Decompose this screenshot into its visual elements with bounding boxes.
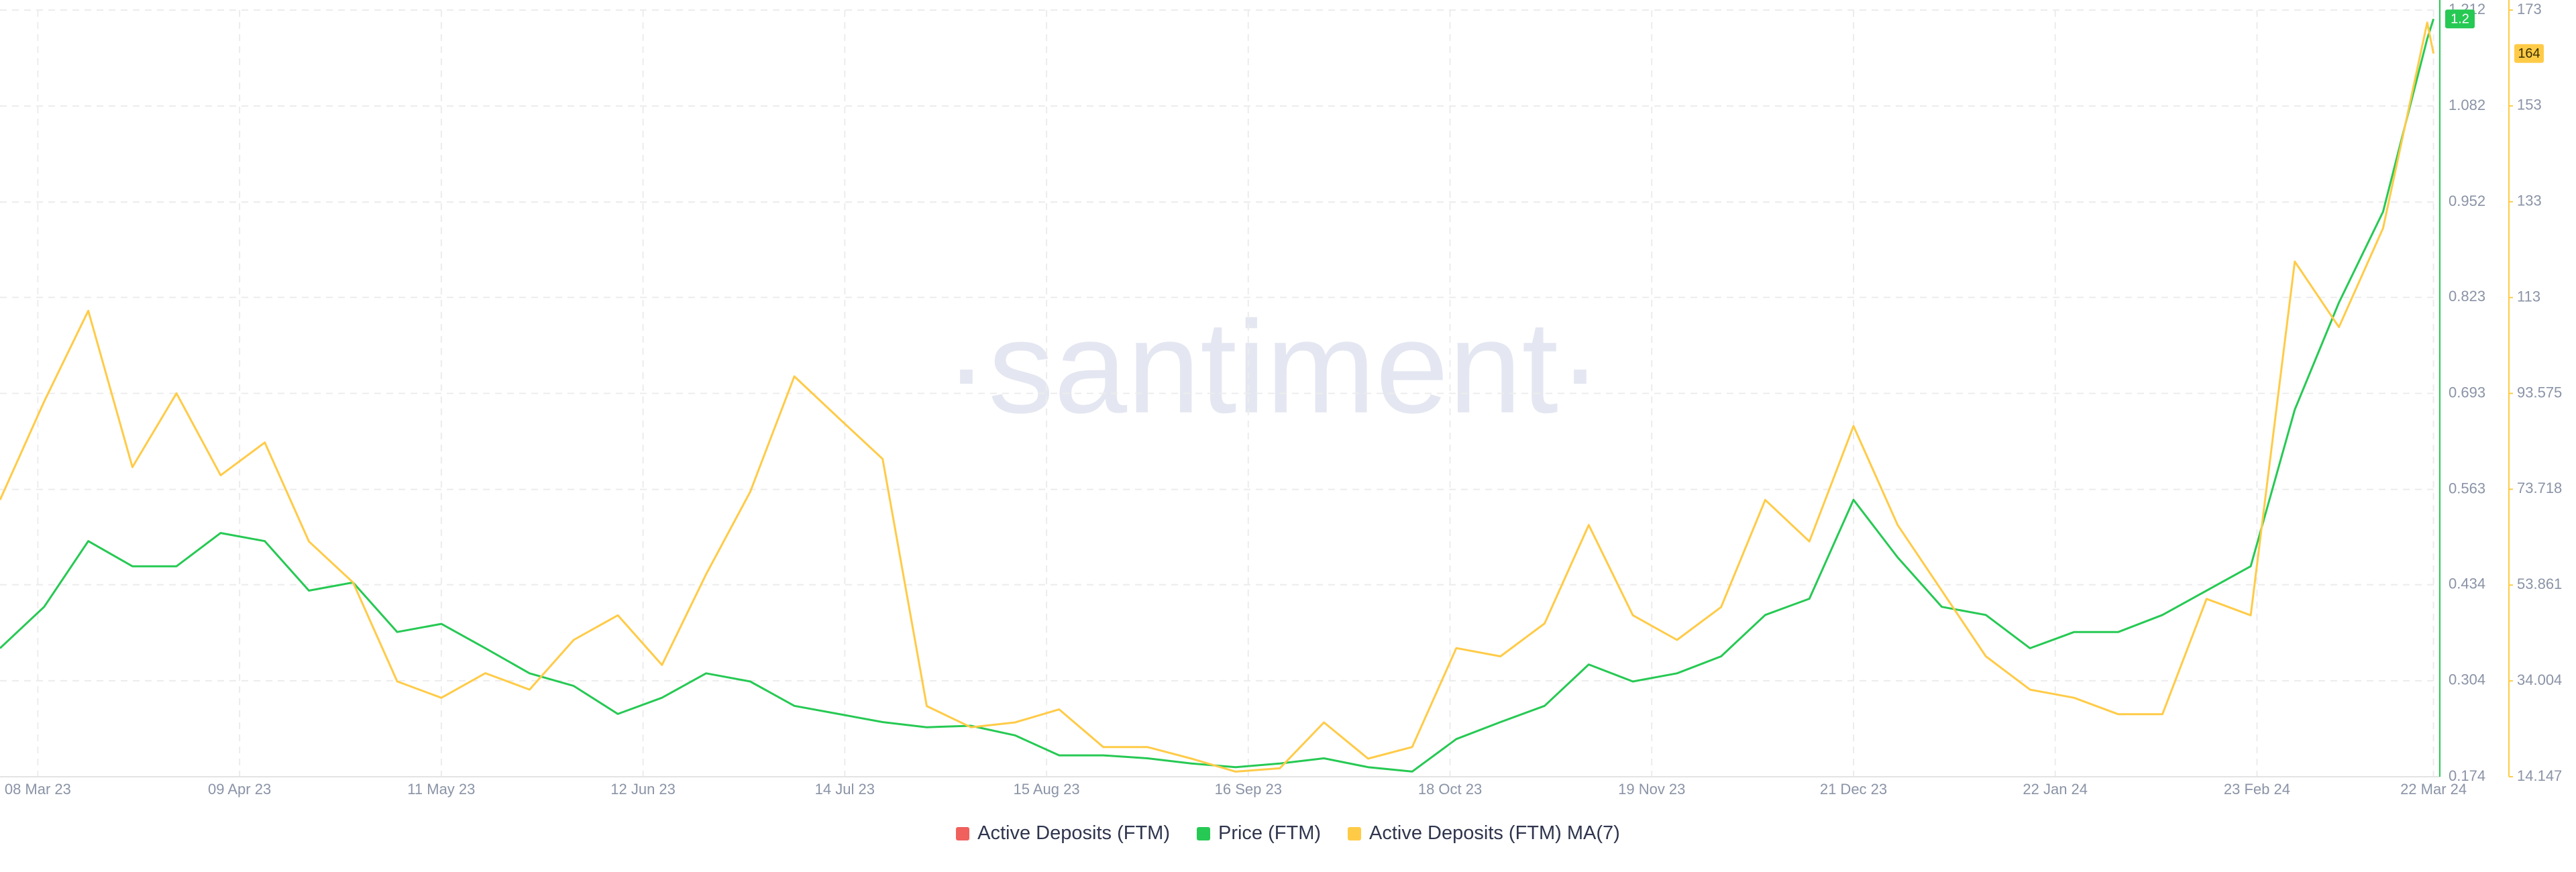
legend-swatch <box>1196 826 1210 840</box>
chart: ·santiment· 0.174 0.304 0.434 0.563 0.693 0.8… <box>0 0 2562 798</box>
legend-label: Active Deposits (FTM) <box>977 822 1170 844</box>
y-tick-label: 0.823 <box>2449 288 2485 305</box>
x-tick-label: 23 Feb 24 <box>2224 781 2290 798</box>
y-tick-label: 1.082 <box>2449 97 2485 113</box>
legend-label: Active Deposits (FTM) MA(7) <box>1369 822 1620 844</box>
legend: Active Deposits (FTM) Price (FTM) Active D… <box>0 822 2576 844</box>
x-tick-label: 12 Jun 23 <box>610 781 676 798</box>
legend-label: Price (FTM) <box>1218 822 1322 844</box>
legend-item[interactable]: Active Deposits (FTM) <box>956 822 1170 844</box>
y-tick-label: 0.304 <box>2449 671 2485 688</box>
y2-tick-label: 153 <box>2517 97 2542 113</box>
y-tick-label: 0.693 <box>2449 384 2485 400</box>
legend-swatch <box>956 826 970 840</box>
x-tick-label: 19 Nov 23 <box>1618 781 1685 798</box>
y-tick-label: 0.174 <box>2449 767 2485 784</box>
legend-item[interactable]: Active Deposits (FTM) MA(7) <box>1348 822 1620 844</box>
x-tick-label: 21 Dec 23 <box>1820 781 1887 798</box>
value-badge-label: 164 <box>2518 46 2540 61</box>
y2-tick-label: 14.147 <box>2517 767 2562 784</box>
x-tick-label: 18 Oct 23 <box>1418 781 1482 798</box>
x-tick-label: 08 Mar 23 <box>5 781 71 798</box>
y2-tick-label: 73.718 <box>2517 480 2562 496</box>
legend-swatch <box>1348 826 1362 840</box>
y2-tick-label: 53.861 <box>2517 576 2562 592</box>
x-tick-label: 09 Apr 23 <box>208 781 271 798</box>
value-badge <box>2514 44 2544 63</box>
x-tick-label: 22 Jan 24 <box>2023 781 2088 798</box>
series-line <box>0 18 2435 773</box>
watermark: ·santiment· <box>945 294 1602 441</box>
value-badge <box>2445 9 2475 29</box>
y2-tick-label: 93.575 <box>2517 384 2562 400</box>
y-tick-label: 0.434 <box>2449 576 2485 592</box>
y-tick-label: 0.563 <box>2449 480 2485 496</box>
value-badge-label: 1.2 <box>2451 11 2469 26</box>
x-tick-label: 22 Mar 24 <box>2400 781 2467 798</box>
x-tick-label: 15 Aug 23 <box>1014 781 1080 798</box>
y2-tick-label: 34.004 <box>2517 671 2562 688</box>
x-tick-label: 14 Jul 23 <box>815 781 875 798</box>
legend-item[interactable]: Price (FTM) <box>1196 822 1322 844</box>
y-tick-label: 0.952 <box>2449 193 2485 209</box>
x-tick-label: 16 Sep 23 <box>1215 781 1282 798</box>
y2-tick-label: 133 <box>2517 193 2542 209</box>
y2-tick-label: 173 <box>2517 1 2542 17</box>
y2-tick-label: 113 <box>2517 288 2540 305</box>
series-line <box>0 21 2435 773</box>
x-tick-label: 11 May 23 <box>407 781 475 798</box>
